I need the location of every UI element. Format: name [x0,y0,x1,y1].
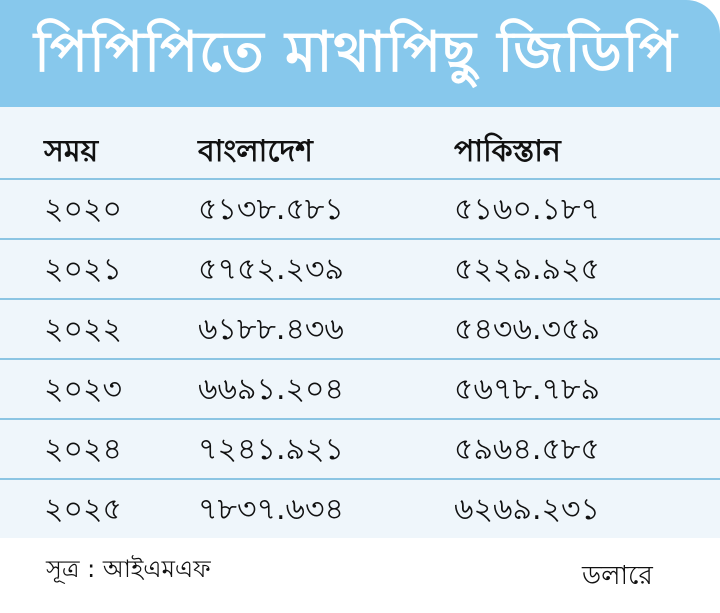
row-divider [0,238,720,240]
unit-note: ডলারে [582,561,653,591]
cell-year: ২০২৪ [44,432,122,467]
cell-pakistan: ৫১৬০.১৮৭ [454,192,600,227]
cell-bangladesh: ৭২৪১.৯২১ [198,432,344,467]
cell-pakistan: ৫৯৬৪.৫৮৫ [454,432,600,467]
column-header-period: সময় [44,134,99,169]
row-divider [0,178,720,180]
column-header-pakistan: পাকিস্তান [454,134,561,169]
cell-pakistan: ৫৬৭৮.৭৮৯ [454,372,600,407]
row-divider [0,358,720,360]
cell-year: ২০২১ [44,252,122,287]
chart-title: পিপিপিতে মাথাপিছু জিডিপি [34,20,678,85]
cell-year: ২০২৫ [44,492,122,527]
cell-bangladesh: ৬৬৯১.২০৪ [198,372,344,407]
cell-year: ২০২০ [44,192,123,227]
cell-bangladesh: ৫১৩৮.৫৮১ [198,192,344,227]
cell-pakistan: ৫৪৩৬.৩৫৯ [454,312,600,347]
cell-pakistan: ৫২২৯.৯২৫ [454,252,600,287]
cell-bangladesh: ৫৭৫২.২৩৯ [198,252,344,287]
cell-pakistan: ৬২৬৯.২৩১ [454,492,600,527]
cell-bangladesh: ৬১৮৮.৪৩৬ [198,312,344,347]
row-divider [0,418,720,420]
source-note: সূত্র : আইএমএফ [46,555,211,583]
cell-year: ২০২২ [44,312,123,347]
column-header-bangladesh: বাংলাদেশ [198,134,313,169]
header-banner: পিপিপিতে মাথাপিছু জিডিপি [0,0,720,107]
cell-bangladesh: ৭৮৩৭.৬৩৪ [198,492,344,527]
row-divider [0,478,720,480]
cell-year: ২০২৩ [44,372,123,407]
row-divider [0,298,720,300]
